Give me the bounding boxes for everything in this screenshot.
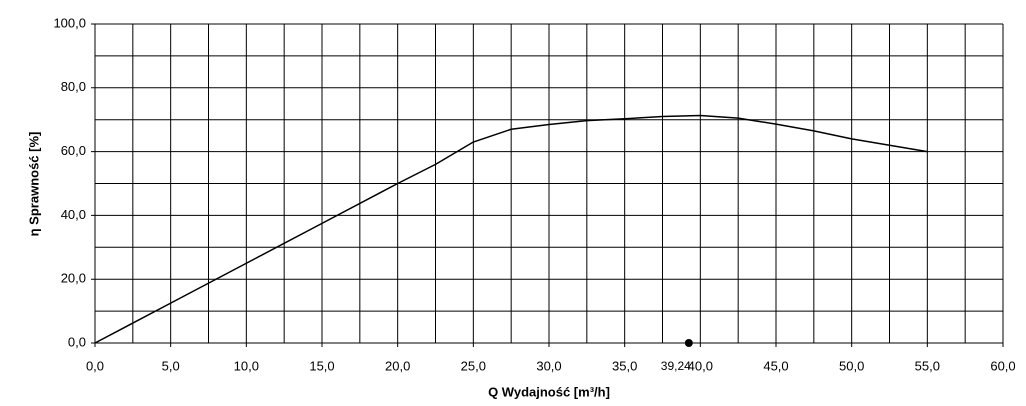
y-axis-label: η Sprawność [%] [26,132,41,237]
x-tick-label: 55,0 [915,358,940,373]
y-tick-label: 0,0 [68,334,86,349]
x-tick-label: 35,0 [612,358,637,373]
marker-label: 39,24 [661,359,691,373]
x-tick-label: 40,0 [688,358,713,373]
x-tick-label: 50,0 [839,358,864,373]
marker-point [684,339,693,347]
y-tick-label: 100,0 [53,15,86,30]
y-tick-label: 80,0 [61,79,86,94]
x-tick-label: 45,0 [763,358,788,373]
x-tick-label: 0,0 [86,358,104,373]
y-tick-label: 20,0 [61,271,86,286]
x-tick-label: 25,0 [461,358,486,373]
y-tick-label: 60,0 [61,143,86,158]
y-tick-label: 40,0 [61,207,86,222]
x-tick-label: 15,0 [309,358,334,373]
x-tick-label: 10,0 [234,358,259,373]
x-tick-label: 30,0 [536,358,561,373]
x-tick-label: 60,0 [990,358,1015,373]
x-tick-label: 5,0 [162,358,180,373]
x-axis-label: Q Wydajność [m³/h] [488,384,610,399]
data-line [94,114,928,344]
x-tick-label: 20,0 [385,358,410,373]
